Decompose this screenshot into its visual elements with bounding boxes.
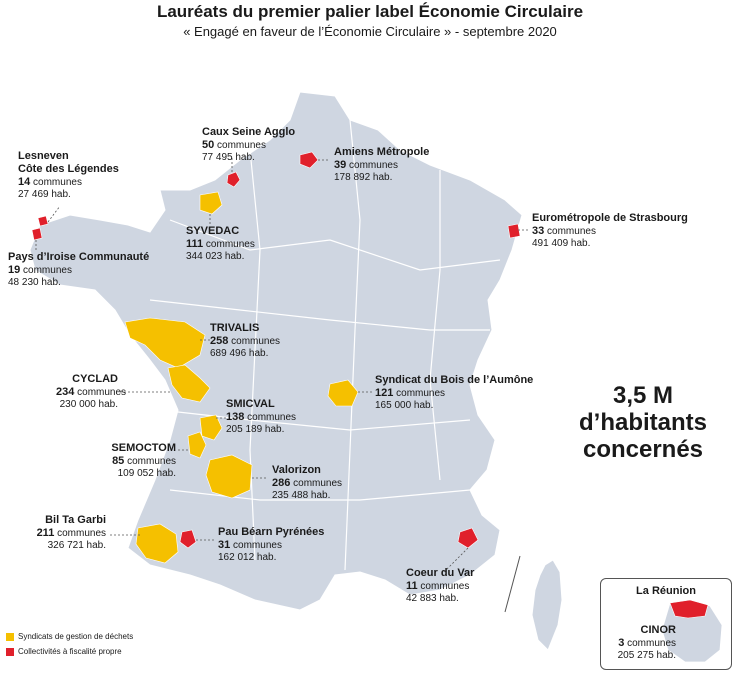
region-syvedac bbox=[199, 191, 223, 215]
label-syvedac: SYVEDAC 111 communes 344 023 hab. bbox=[186, 225, 255, 262]
region-iroise bbox=[31, 227, 43, 241]
label-cyclad: CYCLAD 234 communes 230 000 hab. bbox=[56, 373, 127, 410]
legend-item-syndicats: Syndicats de gestion de déchets bbox=[6, 629, 133, 644]
region-bil-ta-garbi bbox=[135, 523, 179, 564]
region-strasbourg bbox=[507, 223, 521, 239]
laureate-name: Caux Seine Agglo bbox=[202, 126, 296, 138]
label-strasbourg: Eurométropole de Strasbourg 33 communes … bbox=[532, 212, 688, 249]
summary-line1: 3,5 M bbox=[612, 382, 674, 409]
label-amiens: Amiens Métropole 39 communes 178 892 hab… bbox=[334, 146, 430, 183]
legend-swatch-red bbox=[6, 647, 14, 656]
map-legend: Syndicats de gestion de déchets Collecti… bbox=[6, 629, 133, 659]
region-amiens bbox=[299, 151, 319, 169]
region-trivalis bbox=[124, 317, 206, 369]
label-bil-ta-garbi: Bil Ta Garbi 211 communes 326 721 hab. bbox=[36, 514, 106, 551]
region-smicval bbox=[199, 414, 223, 441]
region-bois-aumone bbox=[327, 379, 359, 407]
corsica-shape bbox=[531, 559, 563, 651]
label-trivalis: TRIVALIS 258 communes 689 496 hab. bbox=[210, 322, 281, 359]
label-bois-aumone: Syndicat du Bois de l’Aumône 121 commune… bbox=[375, 374, 534, 411]
summary-line2: d’habitants bbox=[578, 409, 707, 436]
region-cyclad bbox=[167, 364, 211, 403]
map-title: Lauréats du premier palier label Économi… bbox=[156, 2, 584, 21]
region-caux-seine bbox=[226, 171, 241, 188]
region-pau bbox=[179, 529, 197, 549]
label-valorizon: Valorizon 286 communes 235 488 hab. bbox=[272, 464, 343, 501]
summary-line3: concernés bbox=[582, 436, 704, 463]
label-cinor: CINOR 3 communes 205 275 hab. bbox=[617, 624, 676, 661]
region-valorizon bbox=[205, 454, 253, 499]
label-pau: Pau Béarn Pyrénées 31 communes 162 012 h… bbox=[218, 526, 325, 563]
corsica-divider bbox=[504, 555, 521, 613]
inhabitants-summary: 3,5 M d’habitants concernés bbox=[568, 382, 718, 463]
legend-item-collectivites: Collectivités à fiscalité propre bbox=[6, 644, 133, 659]
department-borders bbox=[149, 119, 501, 571]
leader-lines bbox=[35, 158, 530, 573]
legend-swatch-yellow bbox=[6, 632, 14, 641]
region-semoctom bbox=[187, 431, 207, 459]
france-mainland-shape bbox=[29, 91, 523, 611]
label-caux-seine: Caux Seine Agglo 50 communes 77 495 hab. bbox=[202, 126, 296, 163]
region-lesneven bbox=[37, 215, 49, 227]
label-smicval: SMICVAL 138 communes 205 189 hab. bbox=[226, 398, 297, 435]
map-subtitle: « Engagé en faveur de l’Économie Circula… bbox=[183, 24, 557, 39]
label-lesneven: Lesneven Côte des Légendes 14 communes 2… bbox=[18, 150, 119, 200]
label-coeur-du-var: Coeur du Var 11 communes 42 883 hab. bbox=[406, 567, 475, 604]
region-coeur-du-var bbox=[457, 527, 479, 549]
label-iroise: Pays d’Iroise Communauté 19 communes 48 … bbox=[8, 251, 150, 288]
label-semoctom: SEMOCTOM 85 communes 109 052 hab. bbox=[111, 442, 176, 479]
inset-title: La Réunion bbox=[636, 585, 696, 597]
